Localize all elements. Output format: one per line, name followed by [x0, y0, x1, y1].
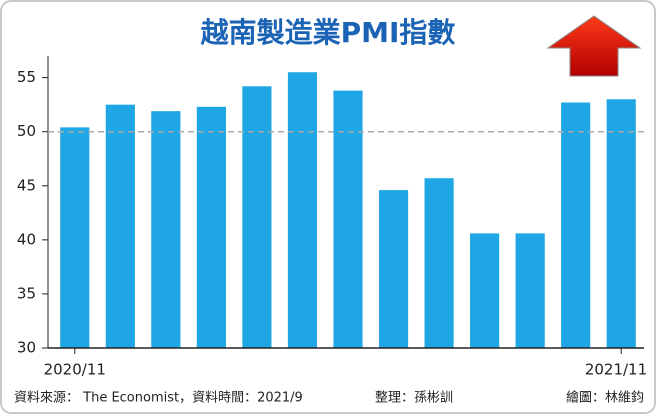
editor-note: 整理：孫彬訓: [375, 390, 453, 406]
bar: [196, 106, 226, 349]
bar: [333, 90, 363, 348]
y-tick-label: 35: [17, 284, 36, 302]
bar: [561, 102, 591, 349]
bar: [287, 72, 318, 348]
bar: [105, 104, 135, 349]
source-note: 資料來源： The Economist，資料時間：2021/9: [14, 391, 303, 406]
bar: [470, 233, 500, 348]
bar: [151, 111, 181, 349]
y-tick-label: 30: [17, 339, 36, 357]
bar: [606, 99, 636, 348]
up-arrow-icon: [546, 15, 642, 77]
bar: [242, 86, 272, 348]
chart-title: 越南製造業PMI指數: [201, 16, 456, 49]
y-tick-label: 45: [17, 176, 36, 194]
bar: [515, 233, 545, 348]
y-tick-label: 50: [17, 122, 36, 140]
bar: [60, 127, 90, 348]
bar: [424, 178, 454, 348]
x-tick-label: 2021/11: [585, 361, 647, 379]
y-tick-label: 40: [17, 230, 36, 248]
graphic-note: 繪圖：林維鈞: [566, 390, 644, 406]
x-tick-label: 2020/11: [44, 361, 106, 379]
y-tick-label: 55: [17, 68, 36, 86]
bar: [378, 190, 409, 348]
